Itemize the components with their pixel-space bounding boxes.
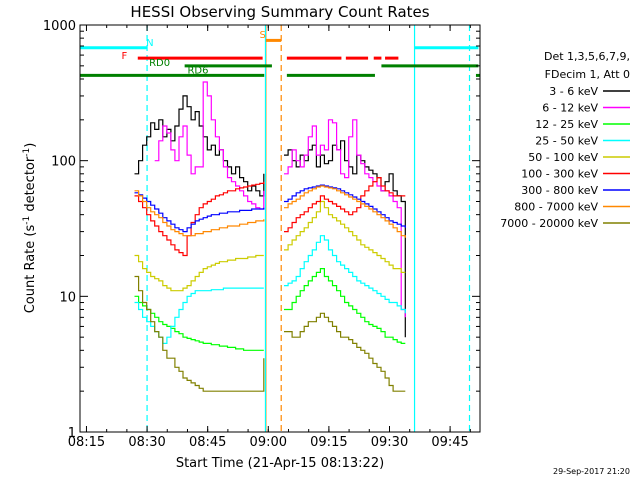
chart-title: HESSI Observing Summary Count Rates xyxy=(130,3,429,21)
vertical-markers xyxy=(146,25,471,432)
series-line-3-6-kev-0 xyxy=(134,95,265,197)
legend: Det 1,3,5,6,7,9, FDecim 1, Att 0 3 - 6 k… xyxy=(500,50,630,230)
y-axis-label: Count Rate (s-1 detector-1) xyxy=(22,143,38,314)
x-tick-label-09-30: 09:30 xyxy=(371,435,408,450)
series-line-12-25-kev-1 xyxy=(284,268,406,344)
series-line-25-50-kev-1 xyxy=(284,235,406,314)
legend-label-25-50-kev: 25 - 50 keV xyxy=(535,135,598,148)
series-line-100-300-kev-0 xyxy=(134,181,265,257)
legend-entries: 3 - 6 keV 6 - 12 keV 12 - 25 keV 25 - 50 ke… xyxy=(500,85,630,230)
legend-label-50-100-kev: 50 - 100 keV xyxy=(528,151,598,164)
flag-label-n: N xyxy=(146,38,153,49)
x-axis-ticks: 08:15 08:30 08:45 09:00 09:15 09:30 09:45 xyxy=(68,25,471,450)
x-axis-label: Start Time (21-Apr-15 08:13:22) xyxy=(176,456,384,471)
flag-label-rd0: RD0 xyxy=(149,58,170,69)
legend-label-300-800-kev: 300 - 800 keV xyxy=(521,184,598,197)
y-axis-label-sup1: -1 xyxy=(22,216,32,225)
flag-label-f: F xyxy=(122,51,128,62)
legend-header-2: FDecim 1, Att 0 xyxy=(545,68,630,81)
y-tick-label-1000: 1000 xyxy=(43,19,76,34)
footer-date: 29-Sep-2017 21:20 xyxy=(553,467,630,476)
legend-label-800-7000-kev: 800 - 7000 keV xyxy=(514,201,598,214)
series-line-800-7000-kev-1 xyxy=(284,185,406,238)
x-tick-label-09-45: 09:45 xyxy=(431,435,468,450)
series-line-800-7000-kev-0 xyxy=(134,190,265,237)
x-tick-label-08-15: 08:15 xyxy=(68,435,105,450)
legend-label-3-6-kev: 3 - 6 keV xyxy=(549,85,598,98)
y-axis-ticks: 1 10 100 1000 xyxy=(43,19,480,441)
series-line-50-100-kev-0 xyxy=(134,254,264,292)
flag-labels: N F S RD0 RD6 xyxy=(122,30,266,76)
series-lines xyxy=(134,81,406,392)
legend-label-100-300-kev: 100 - 300 keV xyxy=(521,168,598,181)
series-line-7000-20000-kev-0 xyxy=(134,275,265,392)
x-tick-label-08-30: 08:30 xyxy=(128,435,165,450)
legend-header-1: Det 1,3,5,6,7,9, xyxy=(544,50,630,63)
legend-label-12-25-kev: 12 - 25 keV xyxy=(535,118,598,131)
y-axis-label-sup2: -1 xyxy=(22,148,32,157)
flag-bars xyxy=(80,38,480,77)
flag-label-rd6: RD6 xyxy=(187,65,208,76)
series-line-7000-20000-kev-1 xyxy=(284,312,406,392)
legend-label-7000-20000-kev: 7000 - 20000 keV xyxy=(500,217,598,230)
y-axis-label-mid: detector xyxy=(23,156,38,216)
series-line-300-800-kev-0 xyxy=(134,192,265,233)
series-line-100-300-kev-1 xyxy=(284,177,406,233)
y-tick-label-10: 10 xyxy=(59,290,76,305)
series-line-50-100-kev-1 xyxy=(284,200,406,273)
x-tick-label-08-45: 08:45 xyxy=(189,435,226,450)
x-tick-label-09-00: 09:00 xyxy=(250,435,287,450)
series-line-25-50-kev-0 xyxy=(134,287,264,344)
x-tick-label-09-15: 09:15 xyxy=(310,435,347,450)
series-line-12-25-kev-0 xyxy=(134,295,264,351)
legend-label-6-12-kev: 6 - 12 keV xyxy=(542,102,598,115)
y-axis-label-main: Count Rate (s xyxy=(23,225,38,314)
flag-label-s: S xyxy=(259,30,265,41)
plot-frame xyxy=(79,24,481,433)
y-tick-label-1: 1 xyxy=(68,426,76,441)
y-axis-label-end: ) xyxy=(23,143,38,148)
y-tick-label-100: 100 xyxy=(51,155,76,170)
series-line-6-12-kev-0 xyxy=(154,81,265,210)
